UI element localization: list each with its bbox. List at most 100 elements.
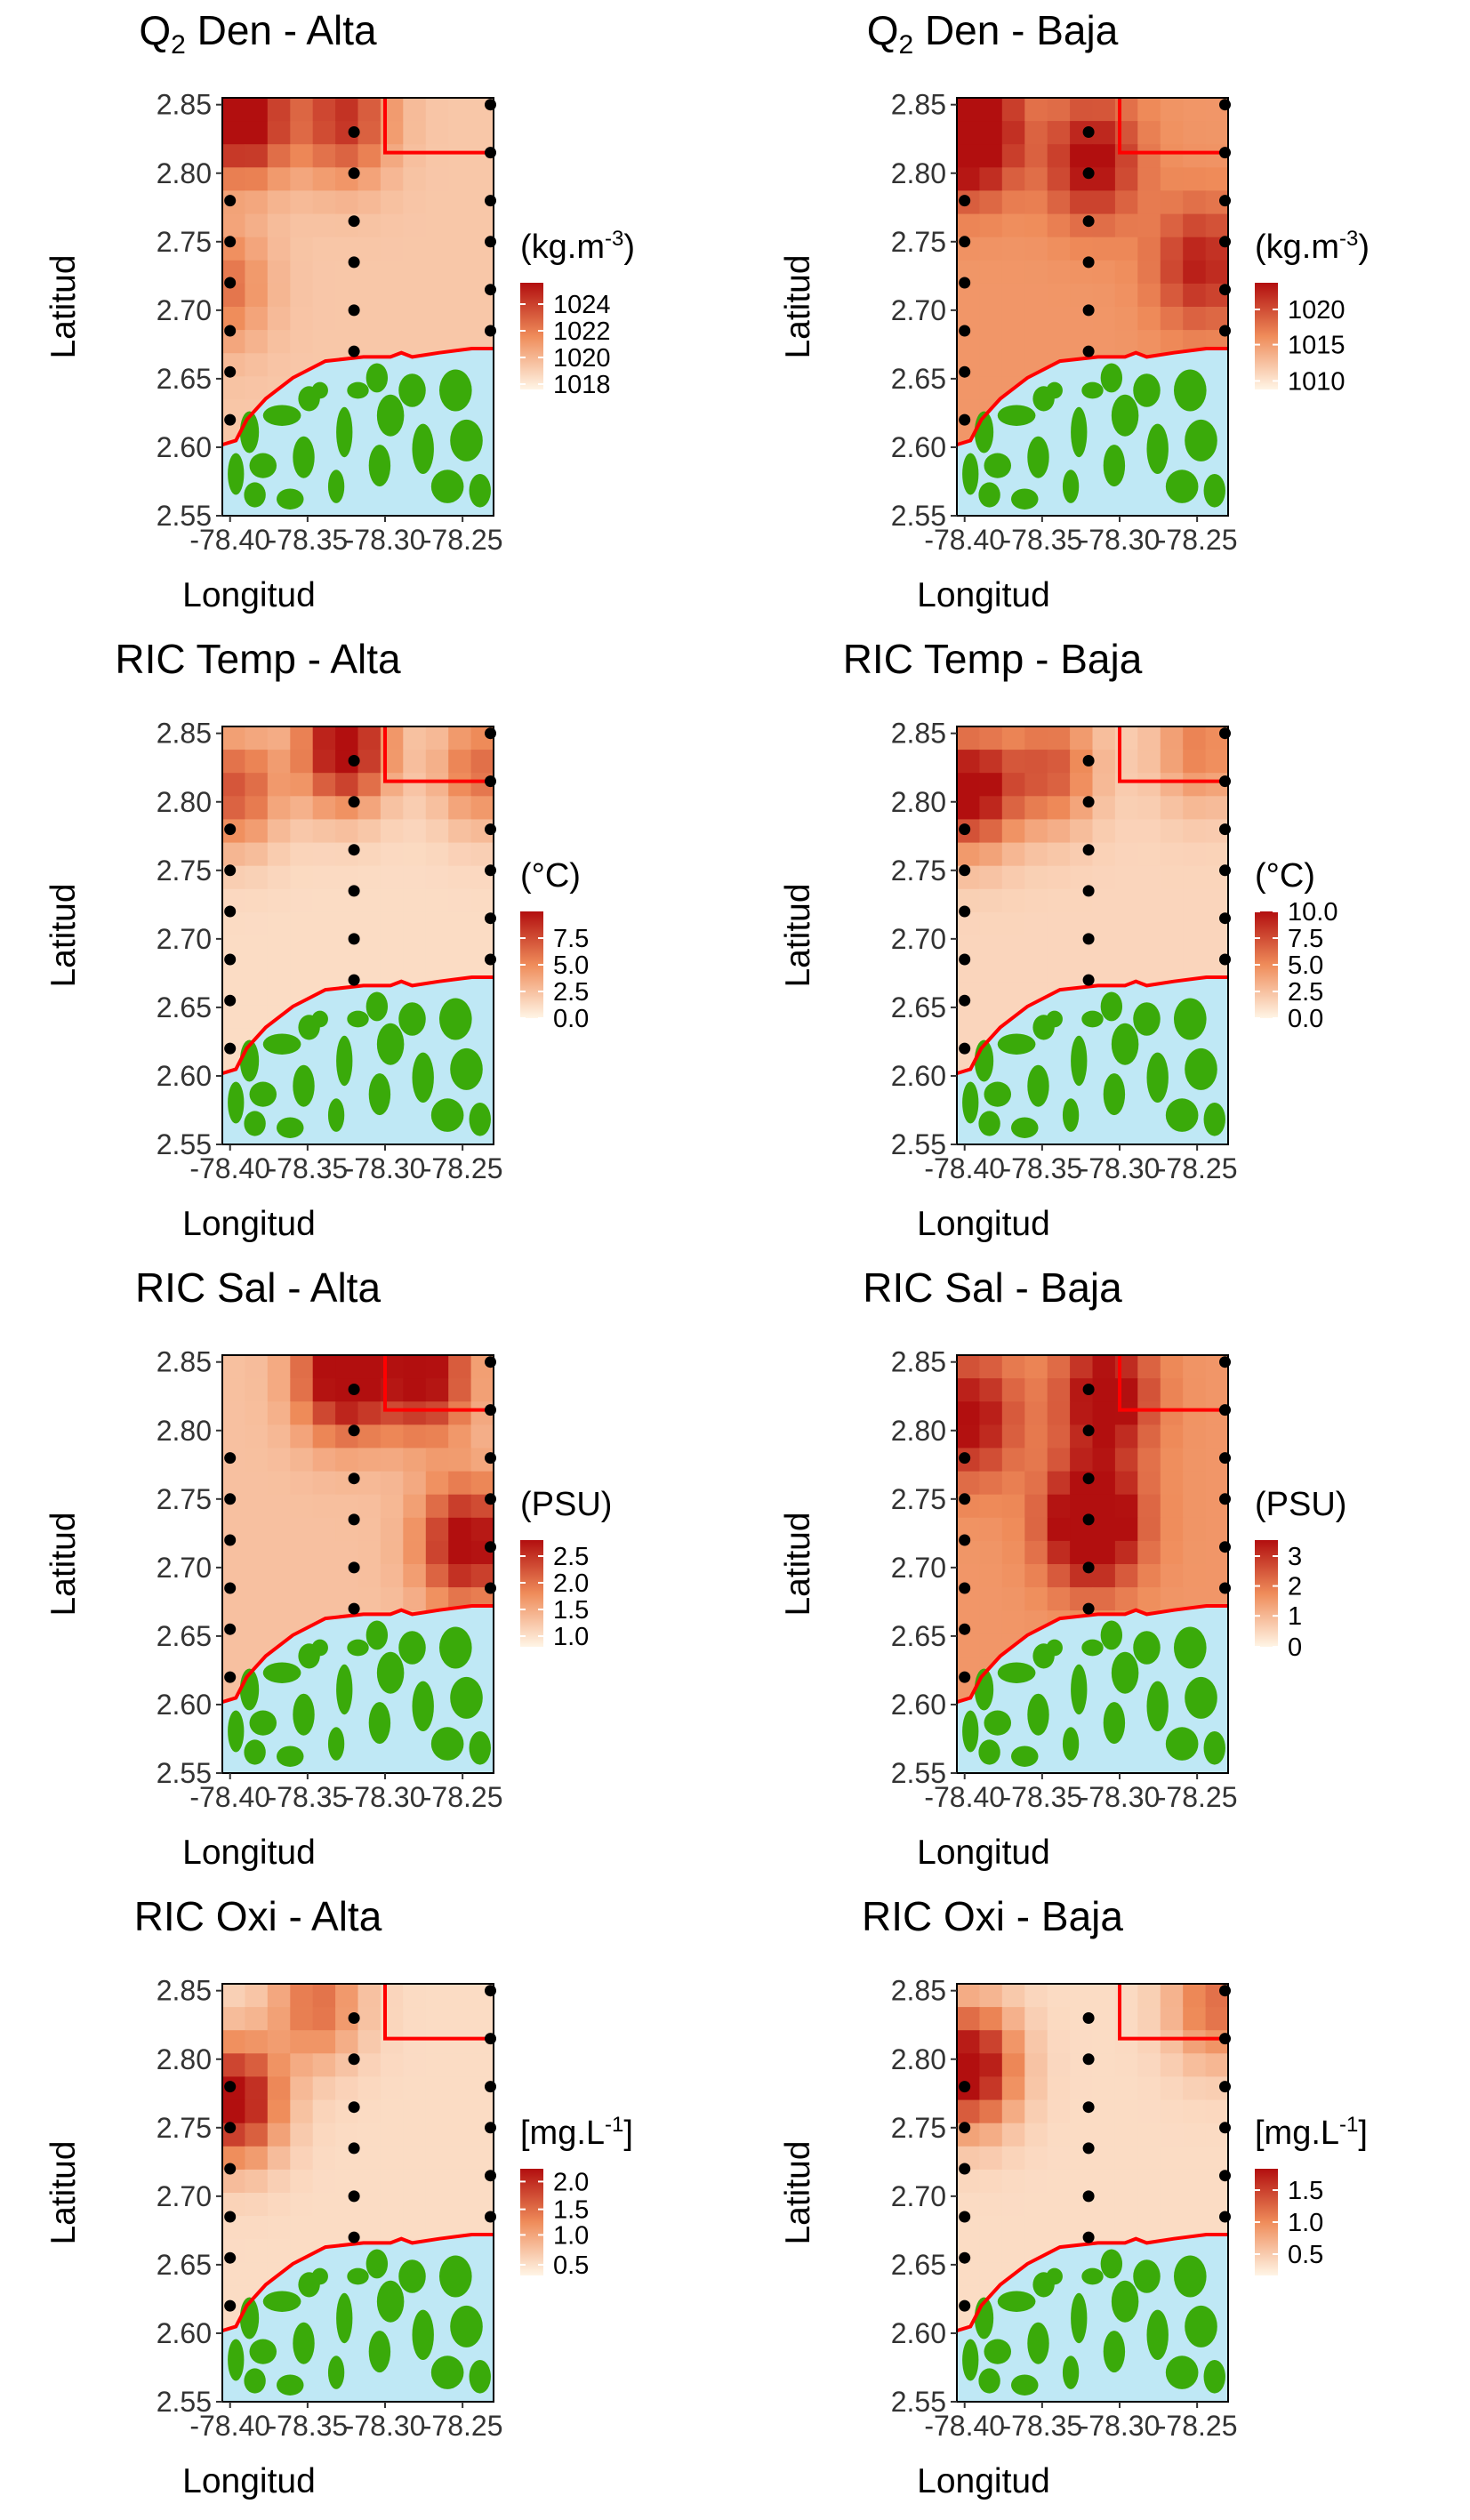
heat-cell: [1047, 2076, 1071, 2101]
heat-cell: [1183, 726, 1207, 750]
heat-cell: [267, 237, 291, 261]
station-point: [485, 1452, 496, 1465]
heat-cell: [267, 307, 291, 331]
heat-cell: [1183, 1401, 1207, 1425]
heat-cell: [267, 1425, 291, 1449]
heat-cell: [1024, 2007, 1048, 2031]
land-patch: [1103, 445, 1126, 487]
heat-cell: [290, 2053, 314, 2077]
heat-cell: [1001, 353, 1025, 377]
heat-cell: [1114, 237, 1138, 261]
heat-cell: [1092, 237, 1116, 261]
heat-cell: [1092, 819, 1116, 844]
legend-label: 1.5: [553, 1596, 589, 1625]
legend-labels: 7.55.02.50.0: [520, 925, 589, 1033]
station-point: [1082, 2101, 1095, 2114]
station-point: [224, 2299, 237, 2312]
station-point: [485, 284, 496, 296]
panel-title: RIC Temp - Baja: [843, 636, 1143, 682]
heat-cell: [425, 167, 449, 191]
map-area: [956, 1354, 1231, 1774]
station-point: [224, 2251, 237, 2264]
y-tick-label: 2.80: [157, 786, 212, 818]
heat-cell: [245, 2123, 269, 2147]
map-area: [221, 1354, 496, 1774]
heat-cell: [1092, 190, 1116, 215]
heat-cell: [470, 213, 494, 238]
station-point: [1219, 864, 1231, 877]
heat-cell: [1160, 2076, 1184, 2101]
heat-cell: [1137, 1378, 1161, 1402]
map-panel-7: RIC Oxi - Alta 2.852.802.752.702.652.602…: [44, 1893, 633, 2500]
heat-cell: [425, 2076, 449, 2101]
x-tick-label: -78.40: [924, 2410, 1005, 2442]
heat-cell: [403, 796, 427, 820]
heat-cell: [979, 1425, 1003, 1449]
heat-cell: [267, 2030, 291, 2054]
heat-cell: [1047, 1494, 1071, 1519]
land-patch: [228, 2339, 245, 2381]
heat-cell: [380, 911, 404, 936]
heat-cell: [1137, 2007, 1161, 2031]
y-axis: 2.85 2.80 2.75 2.70 2.65 2.60 2.55: [891, 1975, 957, 2418]
heat-cell: [1047, 2169, 1071, 2194]
heat-cell: [470, 2007, 494, 2031]
heat-cell: [1137, 750, 1161, 774]
station-point: [1082, 1384, 1095, 1395]
heat-cell: [245, 260, 269, 285]
heat-cell: [425, 959, 449, 983]
land-patch: [368, 1702, 391, 1745]
legend-title: (PSU): [520, 1486, 612, 1523]
legend-label: 1020: [1288, 296, 1345, 325]
heat-cell: [957, 2053, 980, 2077]
land-patch: [978, 1111, 1000, 1136]
x-axis: -78.40-78.35-78.30-78.25: [924, 516, 1238, 556]
heat-cell: [403, 2053, 427, 2077]
land-patch: [984, 1710, 1011, 1736]
x-axis-label: Longitud: [917, 1834, 1050, 1871]
station-points: [959, 1985, 1231, 2312]
heat-cell: [425, 1471, 449, 1496]
y-tick-label: 2.80: [157, 157, 212, 189]
heat-cell: [1114, 1587, 1138, 1611]
study-box: [383, 1355, 494, 1412]
heat-cell: [245, 167, 269, 191]
heat-cell: [979, 190, 1003, 215]
heat-cell: [245, 796, 269, 820]
heat-cell: [979, 1448, 1003, 1473]
heat-cell: [245, 2262, 269, 2286]
heat-cell: [1183, 1425, 1207, 1449]
heat-cell: [357, 213, 382, 238]
land-patch: [1165, 2355, 1199, 2389]
heat-cell: [1114, 1494, 1138, 1519]
legend-label: 1.5: [553, 2196, 589, 2225]
heat-cell: [267, 959, 291, 983]
legend-label: 0.0: [553, 1005, 589, 1033]
heat-cell: [222, 2099, 245, 2124]
heat-cell: [1114, 865, 1138, 890]
station-point: [959, 994, 971, 1007]
heat-cell: [380, 888, 404, 913]
heat-cell: [245, 982, 269, 1006]
heat-cell: [425, 2053, 449, 2077]
heat-cell: [979, 888, 1003, 913]
plot-frame: [956, 97, 1229, 517]
land-patch: [244, 482, 266, 508]
heat-cell: [425, 1587, 449, 1611]
heat-cell: [1160, 796, 1184, 820]
legend-label: 10.0: [1288, 898, 1337, 927]
land-patch: [1103, 2331, 1126, 2373]
legend: [mg.L-1] 2.01.51.00.5: [520, 2113, 633, 2280]
heat-cell: [1024, 911, 1048, 936]
station-point: [1219, 1356, 1231, 1368]
heat-cell: [1047, 167, 1071, 191]
heat-cell: [979, 213, 1003, 238]
heat-cell: [1137, 865, 1161, 890]
heat-cell: [245, 2030, 269, 2054]
heat-cell: [312, 2123, 336, 2147]
heat-cell: [1137, 2123, 1161, 2147]
heat-cell: [267, 2053, 291, 2077]
heat-cell: [425, 796, 449, 820]
heat-cell: [267, 144, 291, 168]
plot-frame: [221, 1354, 494, 1774]
